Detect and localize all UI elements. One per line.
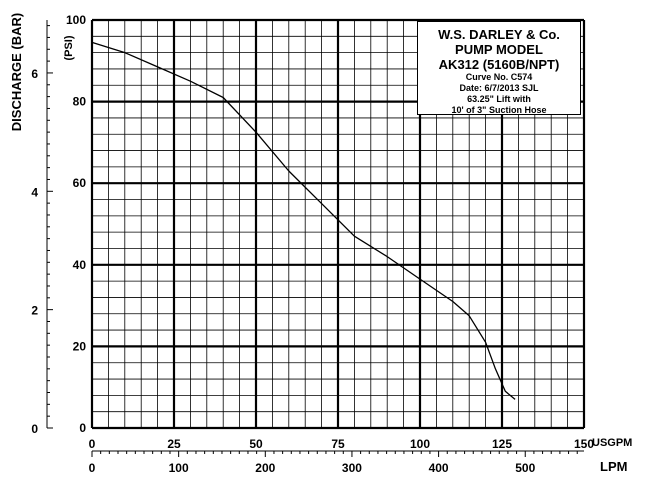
x-tick-label-lpm: 500	[515, 461, 535, 475]
y-tick-label-psi: 60	[73, 176, 87, 190]
x-tick-label-lpm: 400	[429, 461, 449, 475]
y-tick-label-psi: 100	[66, 13, 86, 27]
x-tick-label-gpm: 100	[410, 437, 430, 451]
title-block: W.S. DARLEY & Co. PUMP MODEL AK312 (5160…	[417, 21, 581, 115]
x-tick-label-lpm: 300	[342, 461, 362, 475]
title-lift: 63.25" Lift with	[467, 94, 531, 104]
x-tick-label-lpm: 100	[169, 461, 189, 475]
y-axis-label-bar: DISCHARGE (BAR)	[9, 13, 24, 131]
y-axis-label-psi: (PSI)	[63, 35, 75, 60]
x-tick-label-lpm: 200	[255, 461, 275, 475]
y-tick-label-bar: 2	[31, 304, 38, 318]
y-tick-label-bar: 0	[31, 422, 38, 436]
x-tick-label-gpm: 50	[249, 437, 263, 451]
y-tick-label-psi: 40	[73, 258, 87, 272]
x-tick-label-gpm: 125	[492, 437, 512, 451]
y-tick-label-psi: 80	[73, 95, 87, 109]
series-layer	[91, 41, 516, 400]
y-tick-label-bar: 6	[31, 67, 38, 81]
x-tick-label-gpm: 150	[574, 437, 594, 451]
y-tick-label-bar: 4	[31, 185, 38, 199]
x-tick-label-gpm: 75	[331, 437, 345, 451]
x-tick-label-gpm: 25	[167, 437, 181, 451]
x-axis-label-usgpm: USGPM	[592, 437, 632, 449]
x-axis-label-lpm: LPM	[600, 459, 627, 474]
grid-layer	[90, 18, 586, 430]
title-hose: 10' of 3" Suction Hose	[451, 105, 547, 115]
y-tick-label-psi: 20	[73, 339, 87, 353]
pump-curve-line	[91, 41, 516, 400]
title-curve: Curve No. C574	[465, 72, 533, 82]
title-company: W.S. DARLEY & Co.	[438, 27, 560, 42]
y-tick-label-psi: 0	[79, 421, 86, 435]
axis-layer: DISCHARGE (BAR) (PSI) USGPM LPM	[9, 13, 632, 474]
title-model: AK312 (5160B/NPT)	[438, 57, 560, 72]
title-model-line: PUMP MODEL	[455, 42, 543, 57]
x-tick-label-lpm: 0	[89, 461, 96, 475]
x-tick-label-gpm: 0	[89, 437, 96, 451]
title-date: Date: 6/7/2013 SJL	[459, 83, 539, 93]
